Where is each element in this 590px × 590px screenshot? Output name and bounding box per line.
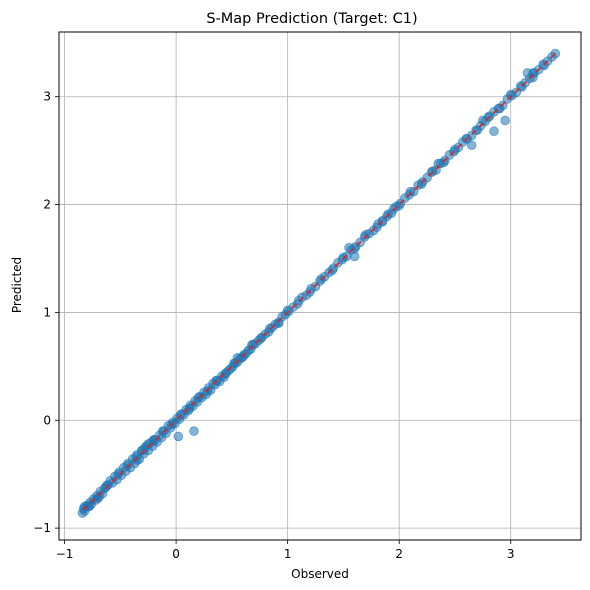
x-axis-ticks: −1 0 1 2 3 — [56, 540, 515, 561]
data-point — [505, 89, 516, 100]
data-point — [282, 305, 293, 316]
y-tick-label: 3 — [43, 90, 51, 104]
data-point — [528, 72, 538, 83]
y-tick-label: 0 — [43, 413, 51, 427]
grid-lines — [59, 32, 581, 540]
data-point — [273, 318, 284, 329]
data-point — [466, 140, 477, 151]
data-point — [489, 126, 499, 137]
scatter-points — [77, 48, 561, 518]
data-point — [102, 480, 112, 490]
data-point — [149, 434, 159, 445]
data-point — [122, 460, 132, 471]
data-point — [173, 431, 184, 442]
data-point — [84, 501, 94, 512]
data-point — [113, 469, 123, 480]
x-tick-label: 0 — [172, 547, 180, 561]
x-axis-label: Observed — [291, 567, 349, 581]
data-point — [189, 426, 199, 436]
data-point — [184, 403, 195, 414]
data-point — [232, 352, 243, 363]
data-point — [132, 455, 142, 465]
y-axis-label: Predicted — [10, 257, 24, 313]
x-tick-label: 3 — [507, 547, 515, 561]
y-tick-label: 1 — [43, 305, 51, 319]
plot-area-frame — [58, 31, 582, 541]
y-tick-label: −1 — [33, 521, 51, 535]
y-tick-label: 2 — [43, 198, 51, 212]
data-point — [157, 426, 168, 436]
data-point — [265, 323, 275, 334]
y-axis-ticks: −1 0 1 2 3 — [33, 90, 59, 535]
x-tick-label: −1 — [56, 547, 74, 561]
x-tick-label: 1 — [284, 547, 292, 561]
data-point — [405, 186, 416, 197]
data-point — [247, 339, 257, 350]
chart-title: S-Map Prediction (Target: C1) — [206, 11, 417, 27]
data-point — [349, 251, 360, 262]
data-point — [360, 229, 371, 240]
data-point — [500, 115, 510, 126]
data-point — [93, 493, 103, 503]
x-tick-label: 2 — [395, 547, 403, 561]
data-point — [137, 445, 148, 456]
data-point — [220, 369, 230, 379]
